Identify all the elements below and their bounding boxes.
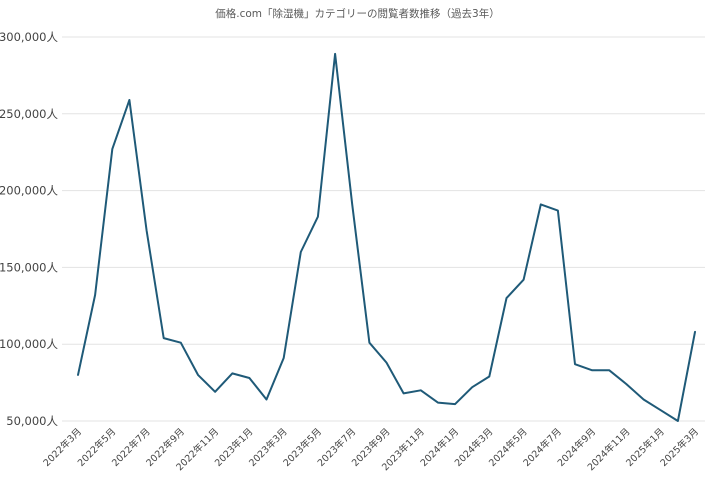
chart-title: 価格.com「除湿機」カテゴリーの閲覧者数推移（過去3年） — [215, 8, 500, 20]
y-tick-label: 50,000人 — [6, 414, 58, 428]
y-tick-label: 100,000人 — [0, 337, 58, 351]
x-axis-ticks: 2022年3月2022年5月2022年7月2022年9月2022年11月2023… — [41, 426, 701, 474]
gridlines — [62, 36, 705, 422]
y-axis-ticks: 50,000人 100,000人 150,000人 200,000人 250,000人 3… — [0, 30, 58, 428]
y-tick-label: 150,000人 — [0, 260, 58, 274]
series-layer — [77, 52, 696, 422]
y-tick-label: 250,000人 — [0, 107, 58, 121]
series-line — [77, 52, 696, 422]
y-tick-label: 200,000人 — [0, 184, 58, 198]
y-tick-label: 300,000人 — [0, 30, 58, 44]
